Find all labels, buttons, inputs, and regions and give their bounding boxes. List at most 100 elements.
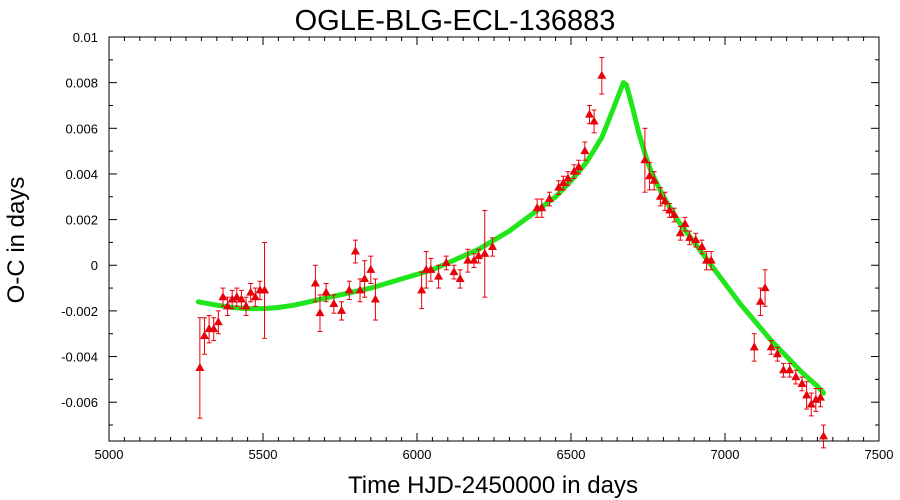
- data-point: [755, 287, 765, 316]
- triangle-marker: [819, 431, 829, 440]
- x-tick-label: 7000: [711, 447, 740, 462]
- triangle-marker: [791, 372, 801, 381]
- data-point: [685, 230, 695, 246]
- data-point: [417, 271, 427, 310]
- triangle-marker: [749, 342, 759, 351]
- data-point: [223, 296, 233, 316]
- data-point: [772, 346, 782, 362]
- triangle-marker: [232, 292, 242, 301]
- triangle-marker: [250, 292, 260, 301]
- triangle-marker: [815, 392, 825, 401]
- triangle-marker: [563, 173, 573, 182]
- data-point: [469, 253, 479, 269]
- triangle-marker: [360, 273, 370, 282]
- data-point: [360, 260, 370, 298]
- data-point: [806, 392, 816, 417]
- data-point: [441, 255, 451, 271]
- data-point: [597, 57, 607, 95]
- data-point: [337, 301, 347, 321]
- triangle-marker: [680, 219, 690, 228]
- triangle-marker: [772, 349, 782, 358]
- triangle-marker: [246, 287, 256, 296]
- data-point: [218, 287, 228, 307]
- x-tick-label: 6000: [403, 447, 432, 462]
- triangle-marker: [697, 241, 707, 250]
- data-point: [449, 264, 459, 280]
- triangle-marker: [426, 264, 436, 273]
- data-point: [310, 264, 320, 303]
- data-point: [209, 317, 219, 342]
- triangle-marker: [236, 294, 246, 303]
- triangle-marker: [649, 175, 659, 184]
- triangle-marker: [544, 194, 554, 203]
- triangle-marker: [434, 271, 444, 280]
- data-point: [232, 287, 242, 307]
- triangle-marker: [417, 285, 427, 294]
- data-point: [241, 296, 251, 316]
- triangle-marker: [223, 301, 233, 310]
- triangle-marker: [665, 205, 675, 214]
- triangle-marker: [370, 294, 380, 303]
- data-point: [645, 162, 655, 191]
- data-point: [589, 109, 599, 134]
- data-point: [569, 164, 579, 180]
- triangle-marker: [474, 251, 484, 260]
- triangle-marker: [706, 255, 716, 264]
- data-point: [463, 248, 473, 273]
- data-point: [640, 127, 650, 193]
- triangle-marker: [321, 287, 331, 296]
- data-point: [558, 175, 568, 191]
- triangle-marker: [554, 182, 564, 191]
- triangle-marker: [480, 248, 490, 257]
- triangle-marker: [691, 235, 701, 244]
- data-point: [321, 283, 331, 303]
- model-curve: [195, 80, 827, 396]
- model-curve-layer: [195, 80, 827, 396]
- triangle-marker: [685, 232, 695, 241]
- y-tick-label: -0.004: [61, 350, 98, 365]
- triangle-marker: [209, 324, 219, 333]
- triangle-marker: [655, 191, 665, 200]
- data-point: [246, 283, 256, 303]
- data-point: [649, 171, 659, 191]
- triangle-marker: [487, 241, 497, 250]
- triangle-marker: [344, 285, 354, 294]
- data-point: [260, 241, 270, 339]
- x-tick-label: 6500: [557, 447, 586, 462]
- data-point: [680, 216, 690, 232]
- triangle-marker: [558, 178, 568, 187]
- triangle-marker: [260, 285, 270, 294]
- triangle-marker: [589, 116, 599, 125]
- data-point: [819, 424, 829, 449]
- data-point: [811, 388, 821, 412]
- x-axis: 5000 5500 6000 6500 7000 7500: [95, 37, 894, 462]
- triangle-marker: [779, 365, 789, 374]
- x-tick-label: 5500: [249, 447, 278, 462]
- triangle-marker: [811, 394, 821, 403]
- triangle-marker: [640, 155, 650, 164]
- triangle-marker: [213, 317, 223, 326]
- data-point: [329, 294, 339, 314]
- data-point: [802, 381, 812, 410]
- triangle-marker: [441, 257, 451, 266]
- data-point: [574, 159, 584, 175]
- data-point: [669, 207, 679, 223]
- data-point: [706, 251, 716, 271]
- data-point: [749, 333, 759, 362]
- triangle-marker: [455, 273, 465, 282]
- triangle-marker: [337, 305, 347, 314]
- data-point: [434, 264, 444, 289]
- triangle-marker: [645, 171, 655, 180]
- x-tick-label: 7500: [865, 447, 894, 462]
- data-point: [480, 209, 490, 298]
- data-point: [195, 317, 205, 419]
- y-tick-label: 0.006: [65, 121, 98, 136]
- triangle-marker: [469, 255, 479, 264]
- triangle-marker: [315, 308, 325, 317]
- data-point: [250, 287, 260, 307]
- triangle-marker: [227, 294, 237, 303]
- chart-title: OGLE-BLG-ECL-136883: [295, 5, 616, 37]
- triangle-marker: [802, 390, 812, 399]
- data-point: [675, 225, 685, 241]
- data-point: [655, 187, 665, 207]
